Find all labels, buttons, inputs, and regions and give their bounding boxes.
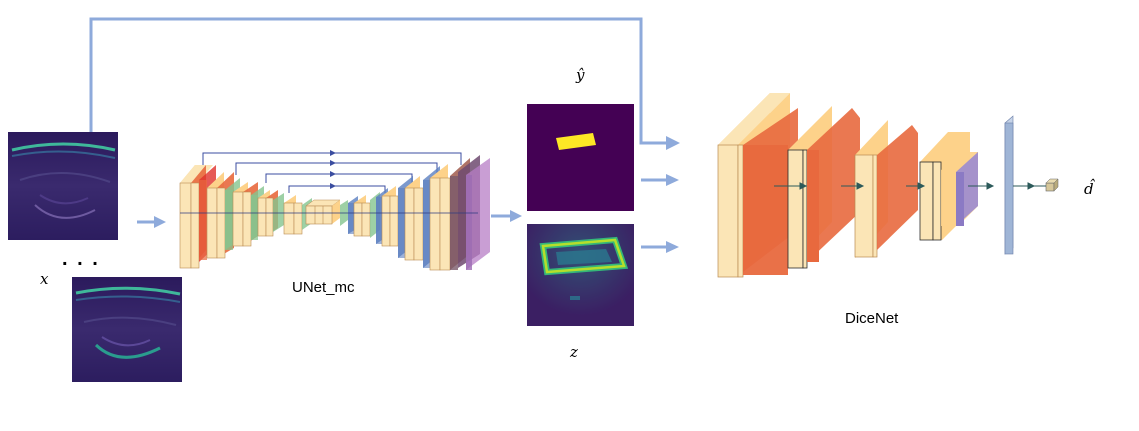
unet-decoder-block-4 xyxy=(423,164,451,271)
input-image-1 xyxy=(8,132,118,240)
unet-decoder-block-3 xyxy=(398,176,424,261)
unet-decoder-block-1 xyxy=(348,192,380,238)
segmentation-output-label: ŷ xyxy=(575,66,585,84)
dicenet-block-1 xyxy=(717,93,798,278)
input-to-unet-arrow xyxy=(137,216,166,228)
segmentation-map-icon xyxy=(527,104,634,211)
unet-output-layer xyxy=(450,155,490,270)
input-variable-label: x xyxy=(40,270,49,288)
unet-decoder-block-2 xyxy=(376,186,399,247)
unet-network xyxy=(179,150,490,271)
dicenet-output-cube xyxy=(1045,178,1059,192)
dicenet-name-label: DiceNet xyxy=(845,310,899,327)
dicenet-block-4 xyxy=(919,132,978,241)
input-bypass-arrow xyxy=(89,17,680,150)
unet-name-label: UNet_mc xyxy=(292,279,355,296)
dicenet-block-3 xyxy=(854,120,918,258)
dicenet-fc-layer xyxy=(1004,115,1014,255)
dice-score-label: d̂ xyxy=(1084,179,1095,198)
ellipsis-label: . . . xyxy=(62,248,100,270)
dicenet-network xyxy=(717,93,1059,278)
latent-map-icon xyxy=(527,224,634,326)
unet-encoder-block-3 xyxy=(232,182,264,247)
unet-bottleneck xyxy=(305,199,348,226)
dicenet-flow-arrows xyxy=(774,182,1046,190)
latent-variable-label: z xyxy=(569,343,578,361)
unet-to-outputs-arrow xyxy=(491,210,522,222)
dicenet-block-2 xyxy=(787,106,860,269)
outputs-to-dicenet-arrows xyxy=(641,174,679,253)
input-image-2 xyxy=(72,277,182,382)
